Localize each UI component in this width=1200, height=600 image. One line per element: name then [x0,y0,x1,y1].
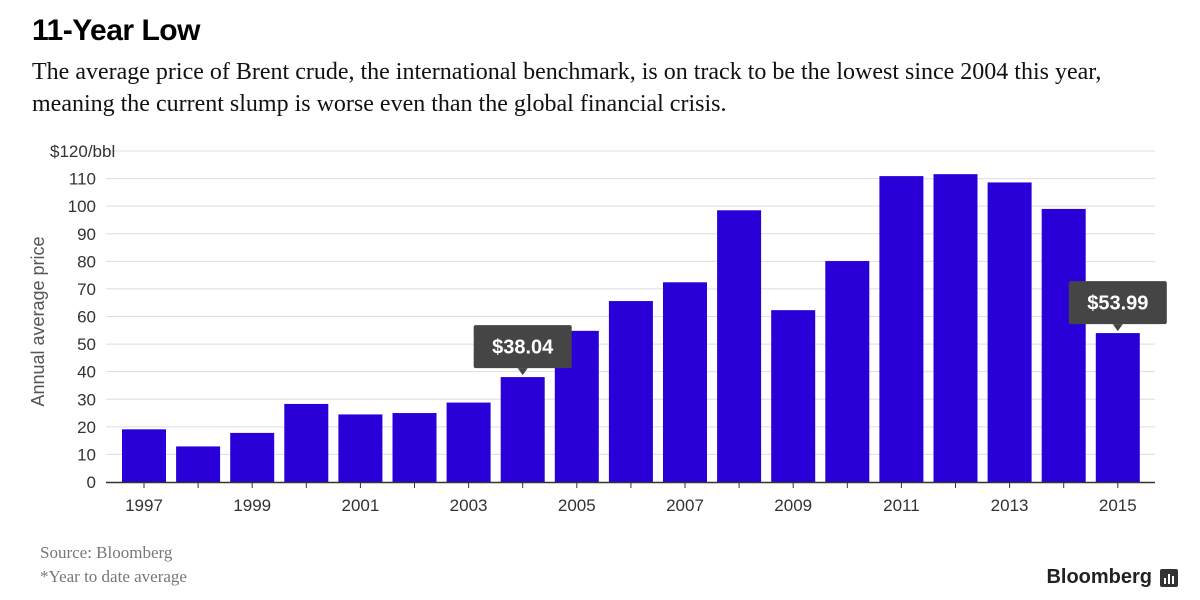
callout-box [473,325,572,369]
bar-2015 [1095,333,1140,482]
y-axis-label: Annual average price [28,236,48,406]
bar-2006 [608,301,653,482]
y-tick-label: 40 [77,363,96,382]
y-tick-label: 20 [77,418,96,437]
y-tick-label: 90 [77,225,96,244]
x-tick-label: 2001 [341,496,379,515]
bar-2010 [825,261,870,482]
callout-pointer [517,368,528,376]
y-tick-label: 60 [77,308,96,327]
source-note: Source: Bloomberg [40,543,173,562]
x-tick-label: 2013 [991,496,1029,515]
x-tick-label: 2011 [883,496,920,515]
x-tick-label: 1997 [125,496,163,515]
bar-2001 [338,414,383,482]
bar-2000 [284,403,329,482]
bar-2007 [663,282,707,482]
axes: 0 10 20 30 40 50 60 70 80 90 100 110 $120/bbl 1997 199… [28,142,1155,515]
brand-name: Bloomberg [1046,566,1152,588]
chart-subtitle: The average price of Brent crude, the in… [32,59,1102,117]
bar-1999 [230,432,275,482]
bar-2012 [933,174,978,483]
bar-2008 [717,210,762,482]
data-label: $53.99 [1087,293,1148,315]
x-tick-label: 2007 [666,496,704,515]
x-tick-label: 2009 [774,496,812,515]
bar-1998 [176,446,221,482]
annotations: $38.04 $53.99 [473,281,1167,376]
bar-2002 [392,413,437,482]
x-tick-label: 2015 [1099,496,1137,515]
y-tick-label: 100 [68,197,96,216]
footnote: *Year to date average [40,567,187,586]
data-label: $38.04 [492,337,554,359]
y-tick-label: 80 [77,252,96,271]
bar-2013 [987,182,1032,482]
chart-title: 11-Year Low [32,14,200,47]
bar-2009 [771,310,816,482]
callout-box [1068,281,1167,325]
brand-logo: Bloomberg [1046,566,1178,589]
x-tick-label: 2003 [450,496,488,515]
y-tick-label: 0 [87,473,96,492]
x-tick-label: 2005 [558,496,596,515]
callout-2004: $38.04 [473,325,572,376]
callout-pointer [1112,324,1123,332]
y-tick-label: 10 [77,445,96,464]
bar-1997 [122,429,166,482]
x-tick-label: 1999 [233,496,271,515]
y-tick-label: 110 [69,170,96,189]
y-tick-label: 70 [77,280,96,299]
bars [122,174,1140,483]
bar-2004 [500,377,545,482]
y-tick-label: $120/bbl [50,142,115,161]
callout-2015: $53.99 [1068,281,1167,332]
bar-2003 [446,402,491,482]
bar-2014 [1041,208,1086,483]
bar-2011 [879,176,924,482]
y-tick-label: 50 [77,335,96,354]
bloomberg-terminal-icon [1160,568,1178,587]
y-tick-label: 30 [77,390,96,409]
